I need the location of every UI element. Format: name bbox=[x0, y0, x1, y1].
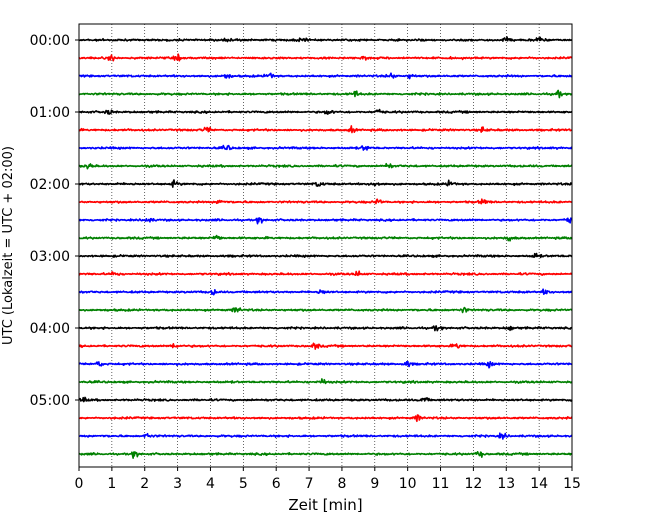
x-tick-label: 14 bbox=[530, 476, 548, 492]
trace-7 bbox=[78, 162, 573, 170]
trace-3 bbox=[78, 89, 573, 99]
x-tick-label: 8 bbox=[337, 476, 346, 492]
x-axis-label: Zeit [min] bbox=[288, 496, 362, 514]
x-tick-label: 9 bbox=[370, 476, 379, 492]
trace-4 bbox=[78, 108, 573, 115]
x-tick-label: 2 bbox=[140, 476, 149, 492]
trace-5 bbox=[78, 125, 573, 134]
y-tick-label: 00:00 bbox=[30, 33, 70, 49]
trace-6 bbox=[78, 144, 573, 151]
x-tick-label: 12 bbox=[464, 476, 482, 492]
trace-22 bbox=[78, 432, 573, 440]
trace-1 bbox=[78, 53, 573, 62]
trace-8 bbox=[78, 179, 573, 188]
x-tick-label: 4 bbox=[206, 476, 215, 492]
trace-18 bbox=[78, 360, 573, 369]
trace-17 bbox=[78, 342, 573, 350]
x-tick-label: 15 bbox=[563, 476, 581, 492]
y-tick-label: 01:00 bbox=[30, 105, 70, 121]
x-tick-label: 6 bbox=[272, 476, 281, 492]
y-ticks: 00:00 01:00 02:00 03:00 04:00 05:00 bbox=[30, 33, 79, 409]
trace-2 bbox=[78, 72, 573, 80]
trace-16 bbox=[78, 325, 573, 332]
y-tick-label: 05:00 bbox=[30, 393, 70, 409]
trace-14 bbox=[78, 288, 573, 296]
trace-12 bbox=[78, 252, 573, 259]
y-tick-label: 02:00 bbox=[30, 177, 70, 193]
x-tick-label: 13 bbox=[497, 476, 515, 492]
trace-11 bbox=[78, 234, 573, 242]
trace-19 bbox=[78, 378, 573, 385]
trace-0 bbox=[78, 36, 573, 43]
x-tick-label: 7 bbox=[305, 476, 314, 492]
y-axis-label: UTC (Lokalzeit = UTC + 02:00) bbox=[1, 146, 16, 345]
trace-13 bbox=[78, 270, 573, 277]
trace-10 bbox=[78, 217, 573, 225]
y-tick-label: 04:00 bbox=[30, 321, 70, 337]
x-tick-label: 11 bbox=[432, 476, 450, 492]
x-ticks: 0 1 2 3 4 5 6 7 8 9 10 11 12 13 14 15 bbox=[75, 467, 581, 492]
x-tick-label: 0 bbox=[75, 476, 84, 492]
x-tick-label: 10 bbox=[399, 476, 417, 492]
y-tick-label: 03:00 bbox=[30, 249, 70, 265]
trace-20 bbox=[78, 396, 573, 403]
plot-frame bbox=[78, 23, 573, 468]
x-tick-label: 5 bbox=[239, 476, 248, 492]
trace-9 bbox=[78, 198, 573, 205]
trace-15 bbox=[78, 306, 573, 314]
trace-21 bbox=[78, 414, 573, 423]
gridlines bbox=[111, 24, 540, 467]
seismic-traces bbox=[78, 36, 573, 459]
x-tick-label: 3 bbox=[173, 476, 182, 492]
trace-23 bbox=[78, 450, 573, 459]
x-tick-label: 1 bbox=[107, 476, 116, 492]
